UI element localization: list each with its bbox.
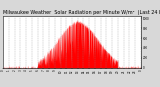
- Text: Milwaukee Weather  Solar Radiation per Minute W/m²  (Last 24 Hours): Milwaukee Weather Solar Radiation per Mi…: [3, 10, 160, 15]
